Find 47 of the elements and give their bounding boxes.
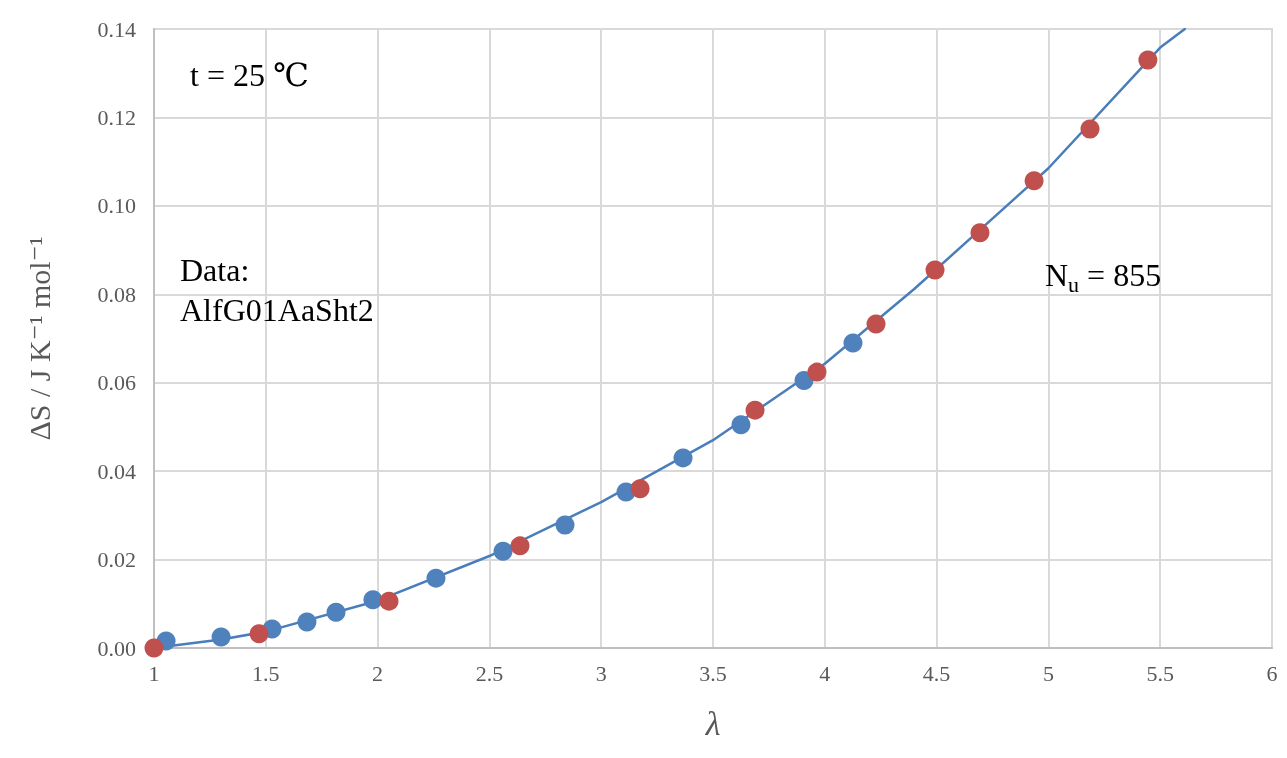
point (843, 333, 863, 353)
x-tick-label: 4.5 (922, 660, 951, 686)
point (794, 371, 814, 390)
point (363, 590, 383, 610)
y-tick-label: 0.02 (97, 547, 136, 573)
annotation: t = 25 ℃ (190, 57, 309, 93)
point (1138, 50, 1158, 70)
point (211, 627, 231, 647)
point (555, 515, 575, 535)
x-tick-label: 6 (1266, 660, 1278, 686)
y-tick-label: 0.14 (97, 16, 136, 42)
point (249, 624, 269, 644)
x-tick-label: 3 (595, 660, 607, 686)
y-tick-label: 0.10 (97, 193, 136, 219)
x-tick-label: 5 (1042, 660, 1054, 686)
point (807, 362, 827, 382)
point (379, 591, 399, 611)
x-tick-label: 5.5 (1146, 660, 1174, 686)
point (866, 314, 886, 334)
x-axis-title: λ (704, 704, 721, 742)
point (1024, 171, 1044, 191)
y-tick-label: 0.04 (97, 458, 136, 484)
x-tick-label: 2.5 (475, 660, 504, 686)
y-tick-label: 0.12 (97, 104, 136, 130)
point (731, 415, 751, 435)
x-tick-label: 4 (819, 660, 831, 686)
point (297, 612, 317, 632)
point (673, 448, 693, 468)
point (493, 541, 513, 561)
x-tick-label: 1 (148, 660, 160, 686)
point (970, 223, 990, 243)
x-tick-label: 1.5 (252, 660, 280, 686)
annotation: Data: AlfG01AaSht2 (180, 252, 374, 328)
y-axis-title: ΔS / J K⁻¹ mol⁻¹ (22, 236, 56, 441)
x-tick-label: 3.5 (699, 660, 727, 686)
point (925, 260, 945, 280)
point (426, 568, 446, 588)
point (326, 602, 346, 622)
point (144, 638, 164, 658)
x-tick-label: 2 (372, 660, 384, 686)
y-tick-label: 0.08 (97, 281, 136, 307)
point (630, 479, 650, 499)
point (745, 400, 765, 420)
point (1080, 119, 1100, 139)
y-tick-label: 0.00 (97, 635, 136, 661)
y-tick-label: 0.06 (97, 370, 136, 396)
point (510, 536, 530, 556)
